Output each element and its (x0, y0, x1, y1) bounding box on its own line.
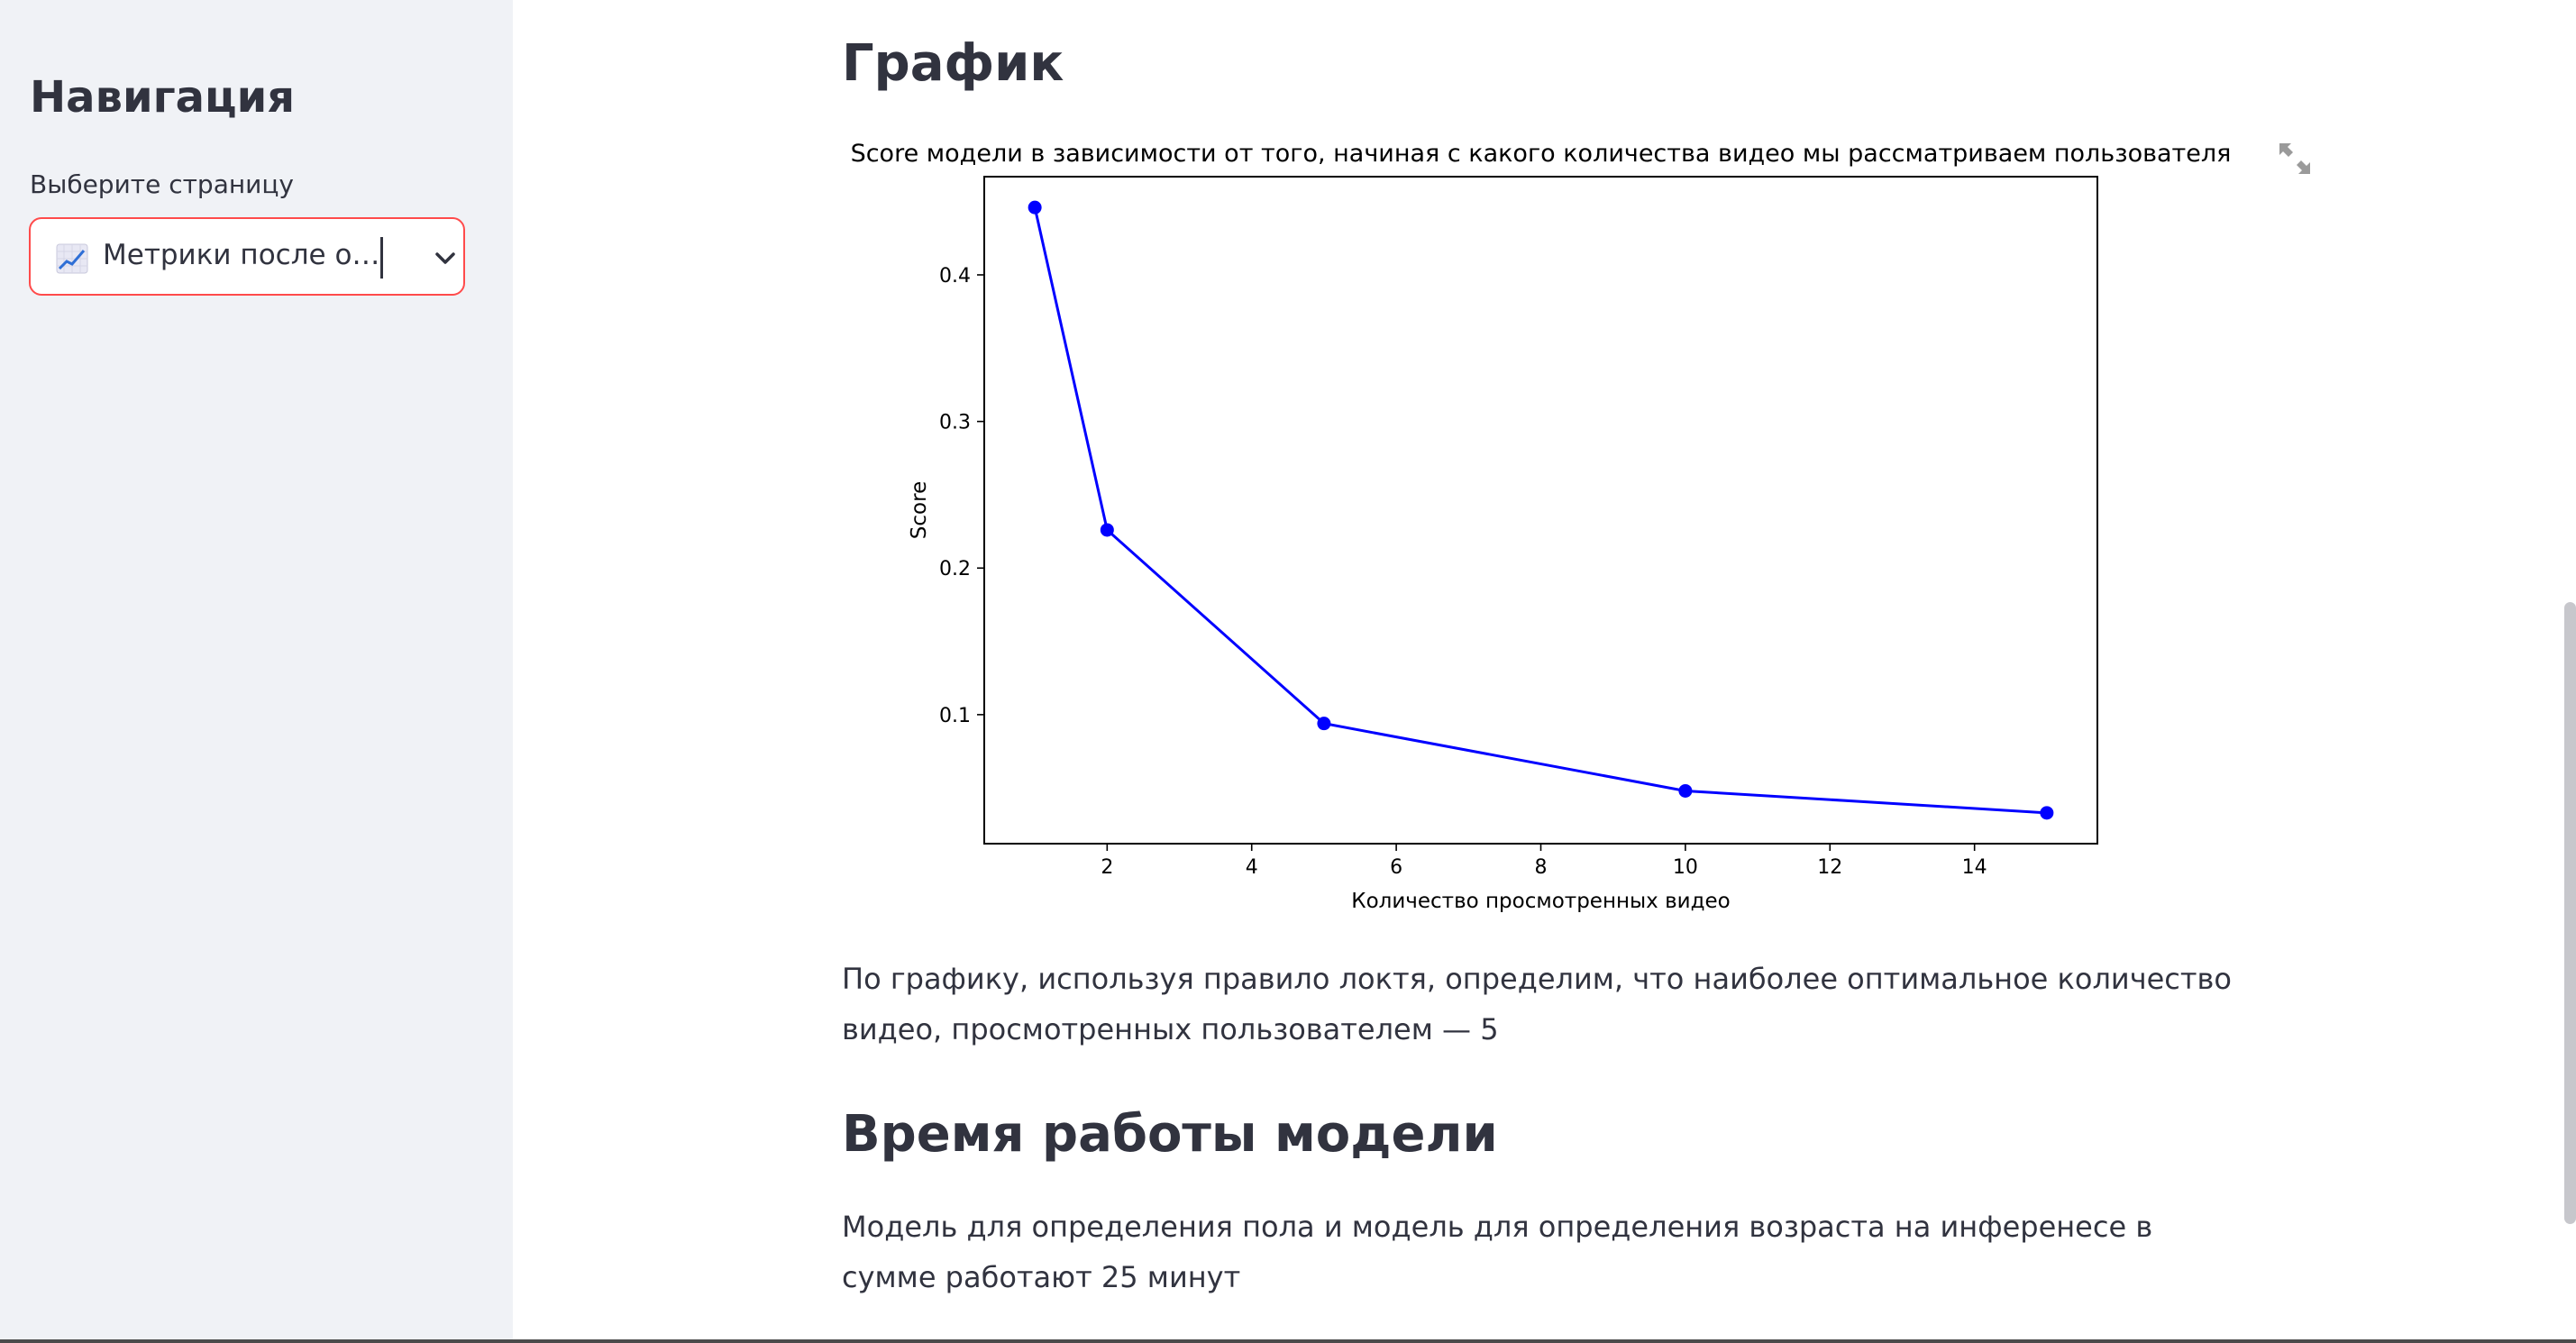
data-point (1028, 200, 1042, 215)
data-point (1317, 717, 1331, 731)
x-tick-label: 10 (1673, 856, 1698, 879)
graph-heading: График (842, 34, 1064, 93)
scrollbar-thumb[interactable] (2564, 602, 2576, 1224)
plot-frame (983, 176, 2098, 845)
page-select-label: Выберите страницу (30, 169, 294, 199)
time-heading: Время работы модели (842, 1105, 1498, 1164)
y-tick-label: 0.2 (939, 558, 971, 580)
x-tick-label: 6 (1390, 856, 1402, 879)
x-tick-label: 12 (1817, 856, 1842, 879)
fullscreen-expand-icon[interactable] (2278, 142, 2312, 176)
data-point (1100, 523, 1114, 537)
bottom-divider (0, 1339, 2576, 1343)
chart-upwards-emoji-icon (56, 243, 88, 274)
y-tick-label: 0.3 (939, 412, 971, 434)
time-text: Модель для определения пола и модель для… (842, 1210, 2153, 1294)
graph-conclusion-text: По графику, используя правило локтя, опр… (842, 962, 2232, 1046)
text-caret (380, 237, 383, 279)
data-point (1678, 783, 1693, 798)
x-tick-label: 2 (1101, 856, 1113, 879)
y-axis-label: Score (908, 481, 931, 539)
sidebar-title: Навигация (30, 72, 296, 123)
score-line-chart: Score модели в зависимости от того, начи… (851, 140, 2232, 913)
page-select[interactable]: Метрики после о… (29, 217, 465, 296)
chart-title: Score модели в зависимости от того, начи… (851, 140, 2232, 168)
sidebar: Навигация Выберите страницу Метрики посл… (0, 0, 513, 1339)
series-line (1033, 206, 2047, 815)
data-point (2040, 806, 2054, 820)
main-content: График Score модели в зависимости от тог… (513, 0, 2576, 1339)
y-tick-label: 0.4 (939, 265, 971, 288)
y-tick-label: 0.1 (939, 705, 971, 727)
x-tick-label: 8 (1535, 856, 1548, 879)
chevron-down-icon[interactable] (431, 244, 460, 273)
x-tick-label: 4 (1246, 856, 1258, 879)
page-select-value: Метрики после о… (103, 239, 380, 271)
x-axis-label: Количество просмотренных видео (1351, 890, 1730, 913)
x-tick-label: 14 (1962, 856, 1987, 879)
